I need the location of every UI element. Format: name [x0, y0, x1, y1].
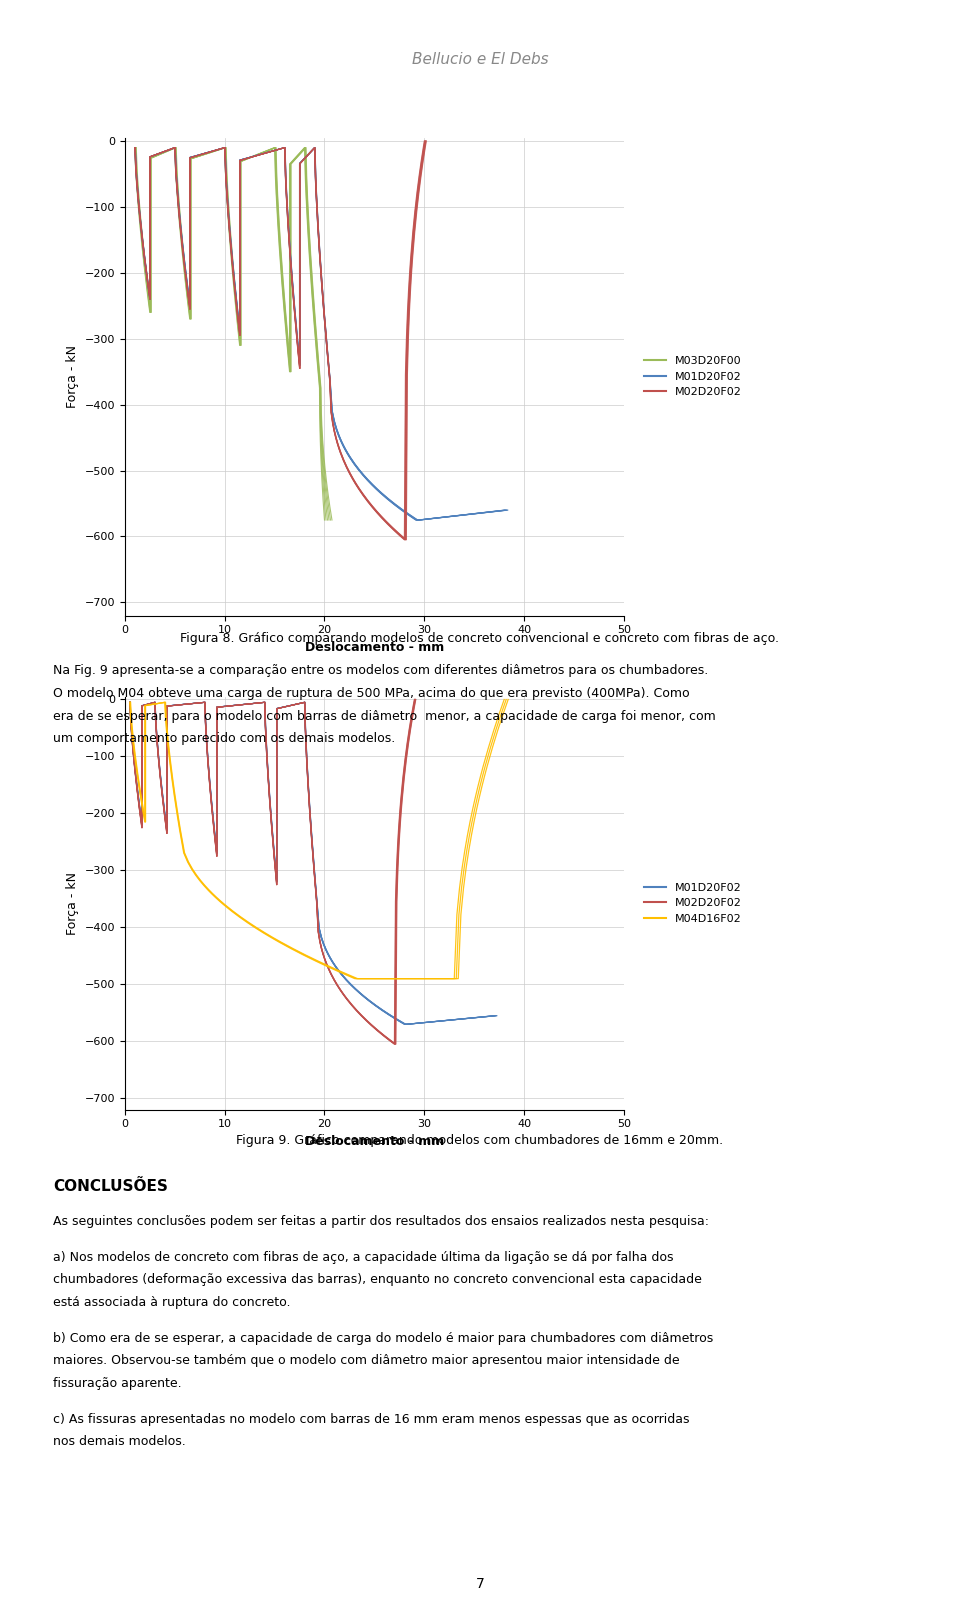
- Text: 7: 7: [475, 1576, 485, 1591]
- Text: b) Como era de se esperar, a capacidade de carga do modelo é maior para chumbado: b) Como era de se esperar, a capacidade …: [53, 1332, 713, 1345]
- Text: chumbadores (deformação excessiva das barras), enquanto no concreto convencional: chumbadores (deformação excessiva das ba…: [53, 1273, 702, 1286]
- Text: O modelo M04 obteve uma carga de ruptura de 500 MPa, acima do que era previsto (: O modelo M04 obteve uma carga de ruptura…: [53, 687, 689, 700]
- Text: CONCLUSÕES: CONCLUSÕES: [53, 1179, 168, 1194]
- Text: fissuração aparente.: fissuração aparente.: [53, 1377, 181, 1390]
- X-axis label: Deslocamento - mm: Deslocamento - mm: [304, 642, 444, 654]
- Text: está associada à ruptura do concreto.: está associada à ruptura do concreto.: [53, 1296, 290, 1309]
- Text: c) As fissuras apresentadas no modelo com barras de 16 mm eram menos espessas qu: c) As fissuras apresentadas no modelo co…: [53, 1413, 689, 1426]
- Text: era de se esperar, para o modelo com barras de diâmetro  menor, a capacidade de : era de se esperar, para o modelo com bar…: [53, 710, 715, 723]
- Text: Figura 8. Gráfico comparando modelos de concreto convencional e concreto com fib: Figura 8. Gráfico comparando modelos de …: [180, 632, 780, 645]
- Text: Bellucio e El Debs: Bellucio e El Debs: [412, 52, 548, 66]
- Text: nos demais modelos.: nos demais modelos.: [53, 1435, 185, 1448]
- Text: maiores. Observou-se também que o modelo com diâmetro maior apresentou maior int: maiores. Observou-se também que o modelo…: [53, 1354, 680, 1367]
- Legend: M01D20F02, M02D20F02, M04D16F02: M01D20F02, M02D20F02, M04D16F02: [639, 878, 747, 928]
- Y-axis label: Força - kN: Força - kN: [66, 345, 79, 408]
- Y-axis label: Força - kN: Força - kN: [66, 872, 79, 935]
- X-axis label: Deslocamento - mm: Deslocamento - mm: [304, 1136, 444, 1149]
- Text: a) Nos modelos de concreto com fibras de aço, a capacidade última da ligação se : a) Nos modelos de concreto com fibras de…: [53, 1251, 673, 1264]
- Legend: M03D20F00, M01D20F02, M02D20F02: M03D20F00, M01D20F02, M02D20F02: [639, 352, 747, 402]
- Text: Na Fig. 9 apresenta-se a comparação entre os modelos com diferentes diâmetros pa: Na Fig. 9 apresenta-se a comparação entr…: [53, 664, 708, 677]
- Text: As seguintes conclusões podem ser feitas a partir dos resultados dos ensaios rea: As seguintes conclusões podem ser feitas…: [53, 1215, 708, 1228]
- Text: Figura 9. Gráfico comparando modelos com chumbadores de 16mm e 20mm.: Figura 9. Gráfico comparando modelos com…: [236, 1134, 724, 1147]
- Text: um comportamento parecido com os demais modelos.: um comportamento parecido com os demais …: [53, 732, 396, 745]
